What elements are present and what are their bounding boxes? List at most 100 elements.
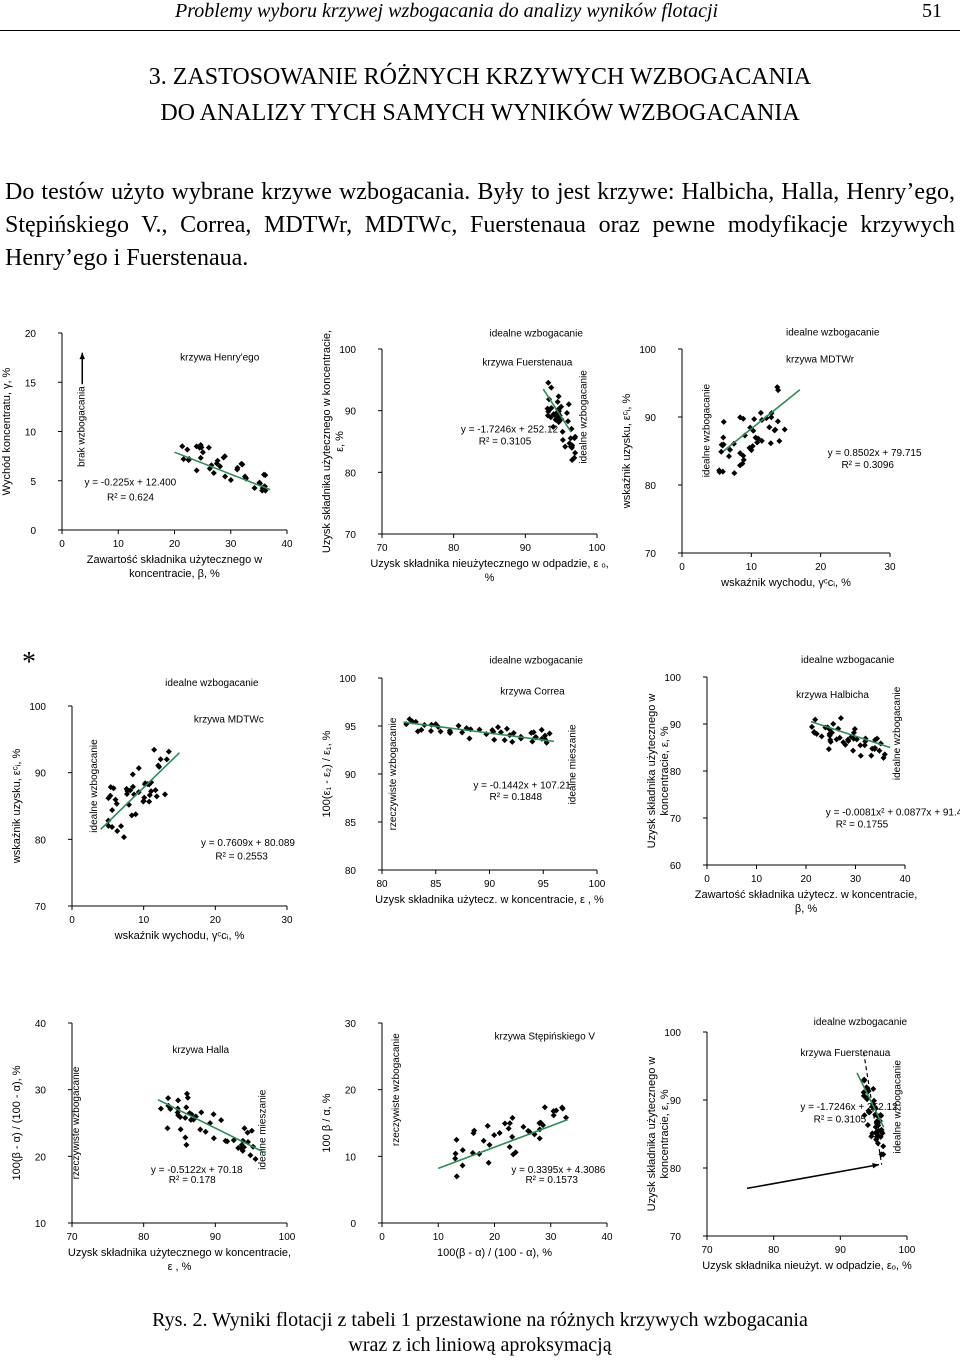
data-point [463,725,470,732]
data-point [873,1118,880,1125]
data-point [107,792,114,799]
data-point [754,439,761,446]
data-point [183,1090,190,1097]
data-point [205,444,212,451]
data-point [880,1143,887,1150]
data-point [776,438,783,445]
data-point [763,415,770,422]
data-point [107,784,114,791]
data-point [455,722,462,729]
y-tick-label: 90 [670,1096,682,1107]
fit-line [856,1072,885,1128]
data-point [262,472,269,479]
x-tick-label: 20 [800,874,812,885]
data-point [483,731,490,738]
data-point [751,416,758,423]
x-axis-label: wskaźnik wychodu, γᶜᴄᵢ, % [720,577,851,589]
data-point [870,1097,877,1104]
data-point [118,823,125,830]
x-axis-label: koncentracie, β, % [129,568,220,580]
data-point [217,463,224,470]
x-axis-label: Zawartość składnika użytecz. w koncentra… [695,889,918,901]
data-point [563,409,570,416]
data-point [148,788,155,795]
chart-annotation: R² = 0.3105 [814,1114,867,1125]
data-point [146,798,153,805]
data-point [105,795,112,802]
data-point [471,1127,478,1134]
data-point [550,423,557,430]
data-point [568,425,575,432]
data-point [509,1133,516,1140]
y-tick-label: 100 [664,1028,681,1039]
chart-annotation: y = -0.0081x² + 0.0877x + 91.418 [826,808,960,819]
x-tick-label: 80 [376,879,388,890]
data-point [241,473,248,480]
plot-area: 0 10 20 30 70 80 90 100 wskaźnik wychodu, γᶜᴄᵢ, … [11,678,295,942]
data-point [141,794,148,801]
y-axis-label: 100(ε₁ - ε₂) / ε₁, % [321,730,333,817]
chart-annotation: y = 0.3395x + 4.3086 [511,1165,605,1176]
x-axis-label: wskaźnik wychodu, γᶜᴄᵢ, % [114,930,245,942]
data-point [105,817,112,824]
page-number: 51 [922,0,942,22]
data-point [240,1144,247,1151]
data-point [542,732,549,739]
data-point [774,384,781,391]
data-point [509,738,516,745]
data-point [548,384,555,391]
data-point [726,453,733,460]
y-tick-label: 100 [639,345,656,356]
chart-annotation: y = -0.1442x + 107.21 [473,780,571,791]
data-point [453,1173,460,1180]
x-tick-label: 10 [751,874,763,885]
chart-annotation: idealne wzbogacanie [490,656,584,667]
data-point [202,1128,209,1135]
data-point [871,745,878,752]
x-tick-label: 20 [210,915,222,926]
data-point [812,716,819,723]
chart-vertical-annotation: brak wzbogacania [77,386,88,467]
data-point [571,454,578,461]
data-point [197,1126,204,1133]
chart-annotation: y = -1.7246x + 252.12 [800,1102,898,1113]
x-tick-label: 10 [746,562,758,573]
y-tick-label: 95 [345,722,357,733]
data-point [234,466,241,473]
y-axis-label: Wychód koncentratu, γ, % [1,367,13,495]
data-point [868,1133,875,1140]
data-point [565,401,572,408]
x-tick-label: 100 [279,1232,296,1243]
data-point [737,414,744,421]
y-tick-label: 30 [35,1086,47,1097]
data-point [452,1155,459,1162]
data-point [530,729,537,736]
data-point [183,1104,190,1111]
data-point [164,1125,171,1132]
x-tick-label: 100 [899,1245,916,1256]
y-tick-label: 15 [25,378,37,389]
x-tick-label: 20 [489,1232,501,1243]
data-point [538,726,545,733]
chart-annotation: R² = 0.1573 [525,1175,578,1186]
x-tick-label: 20 [169,539,181,550]
chart-stepinski: 0 10 20 30 40 0 10 20 30 100(β - α) / (100 - α), … [321,1019,613,1259]
chart-vertical-annotation: rzeczywiste wzbogacanie [388,717,399,830]
chart-annotation: y = -1.7246x + 252.12 [461,424,559,435]
data-point [775,387,782,394]
data-point [726,446,733,453]
chart-annotation: idealne wzbogacanie [490,329,584,340]
data-point [872,736,879,743]
fit-line [100,752,181,830]
data-point [878,1151,885,1158]
data-point [157,1105,164,1112]
running-header: Problemy wyboru krzywej wzbogacania do a… [0,0,960,31]
arrow-head [872,1163,879,1169]
x-tick-label: 70 [66,1232,78,1243]
x-axis-label: % [485,572,495,584]
data-point [877,1133,884,1140]
chart-annotation: idealne wzbogacanie [801,655,895,666]
data-point [484,1122,491,1129]
x-tick-label: 80 [448,543,460,554]
data-point [737,450,744,457]
